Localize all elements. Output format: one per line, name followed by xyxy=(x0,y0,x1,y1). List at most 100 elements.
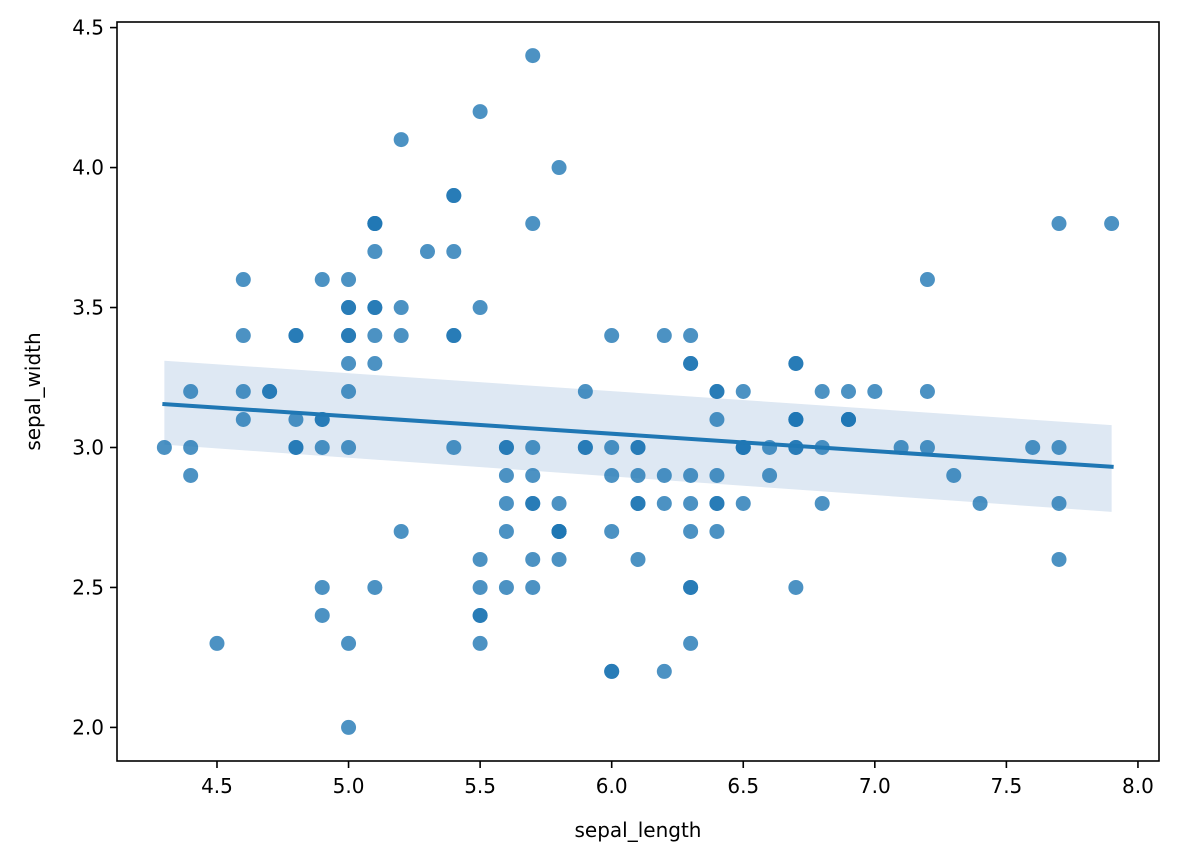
x-tick-label: 6.0 xyxy=(596,774,628,798)
y-tick-label: 2.5 xyxy=(72,575,104,599)
data-point xyxy=(183,384,199,399)
data-point xyxy=(683,579,699,595)
data-point xyxy=(446,188,462,204)
data-point xyxy=(472,300,488,316)
data-point xyxy=(235,328,251,344)
data-point xyxy=(972,495,988,511)
data-point xyxy=(288,439,304,455)
data-point xyxy=(393,328,409,344)
data-point xyxy=(156,439,172,455)
data-point xyxy=(367,579,383,595)
data-point xyxy=(551,523,567,539)
data-point xyxy=(367,300,383,316)
x-tick-label: 7.0 xyxy=(859,774,891,798)
data-point xyxy=(472,104,488,120)
data-point xyxy=(709,523,725,539)
data-point xyxy=(656,467,672,483)
points-layer xyxy=(156,48,1120,735)
data-point xyxy=(498,495,514,511)
regression-line-layer xyxy=(162,401,1114,469)
data-point xyxy=(814,495,830,511)
data-point xyxy=(367,244,383,260)
data-point xyxy=(341,384,357,399)
data-point xyxy=(235,411,251,427)
data-point xyxy=(472,551,488,567)
data-point xyxy=(498,579,514,595)
data-point xyxy=(604,439,620,455)
data-point xyxy=(630,439,646,455)
data-point xyxy=(630,495,646,511)
data-point xyxy=(1051,216,1067,232)
data-point xyxy=(551,551,567,567)
data-point xyxy=(683,467,699,483)
data-point xyxy=(577,439,593,455)
y-axis-label: sepal_width xyxy=(21,332,45,450)
data-point xyxy=(341,272,357,288)
data-point xyxy=(262,384,278,399)
data-point xyxy=(525,439,541,455)
data-point xyxy=(735,495,751,511)
data-point xyxy=(235,384,251,399)
data-point xyxy=(341,635,357,651)
data-point xyxy=(551,160,567,176)
data-point xyxy=(341,328,357,344)
data-point xyxy=(630,467,646,483)
data-point xyxy=(946,467,962,483)
data-point xyxy=(288,328,304,344)
data-point xyxy=(235,272,251,288)
data-point xyxy=(604,663,620,679)
data-point xyxy=(577,384,593,399)
data-point xyxy=(841,384,857,399)
data-point xyxy=(604,467,620,483)
data-point xyxy=(393,523,409,539)
data-point xyxy=(762,467,778,483)
data-point xyxy=(656,328,672,344)
data-point xyxy=(709,467,725,483)
data-point xyxy=(919,439,935,455)
data-point xyxy=(341,439,357,455)
data-point xyxy=(683,356,699,372)
data-point xyxy=(472,607,488,623)
y-axis-ticks: 2.0 2.5 3.0 3.5 4.0 4.5 xyxy=(72,16,117,739)
data-point xyxy=(525,48,541,64)
data-point xyxy=(788,579,804,595)
x-tick-label: 5.0 xyxy=(333,774,365,798)
x-tick-label: 8.0 xyxy=(1122,774,1154,798)
data-point xyxy=(288,411,304,427)
y-tick-label: 3.5 xyxy=(72,296,104,320)
data-point xyxy=(525,551,541,567)
data-point xyxy=(472,635,488,651)
data-point xyxy=(393,132,409,148)
x-tick-label: 6.5 xyxy=(727,774,759,798)
data-point xyxy=(341,356,357,372)
data-point xyxy=(183,467,199,483)
data-point xyxy=(656,495,672,511)
data-point xyxy=(919,272,935,288)
data-point xyxy=(341,300,357,316)
x-tick-label: 5.5 xyxy=(464,774,496,798)
data-point xyxy=(498,523,514,539)
data-point xyxy=(525,216,541,232)
y-tick-label: 4.5 xyxy=(72,16,104,40)
data-point xyxy=(498,467,514,483)
data-point xyxy=(314,272,330,288)
data-point xyxy=(683,328,699,344)
x-tick-label: 7.5 xyxy=(990,774,1022,798)
data-point xyxy=(367,356,383,372)
y-tick-label: 4.0 xyxy=(72,156,104,180)
data-point xyxy=(367,216,383,232)
regression-line xyxy=(162,401,1114,469)
data-point xyxy=(393,300,409,316)
data-point xyxy=(683,635,699,651)
data-point xyxy=(788,356,804,372)
data-point xyxy=(1025,439,1041,455)
data-point xyxy=(1104,216,1120,232)
data-point xyxy=(814,384,830,399)
data-point xyxy=(867,384,883,399)
data-point xyxy=(472,579,488,595)
data-point xyxy=(183,439,199,455)
x-axis-ticks: 4.5 5.0 5.5 6.0 6.5 7.0 7.5 8.0 xyxy=(201,761,1154,798)
data-point xyxy=(419,244,435,260)
data-point xyxy=(1051,551,1067,567)
data-point xyxy=(1051,495,1067,511)
